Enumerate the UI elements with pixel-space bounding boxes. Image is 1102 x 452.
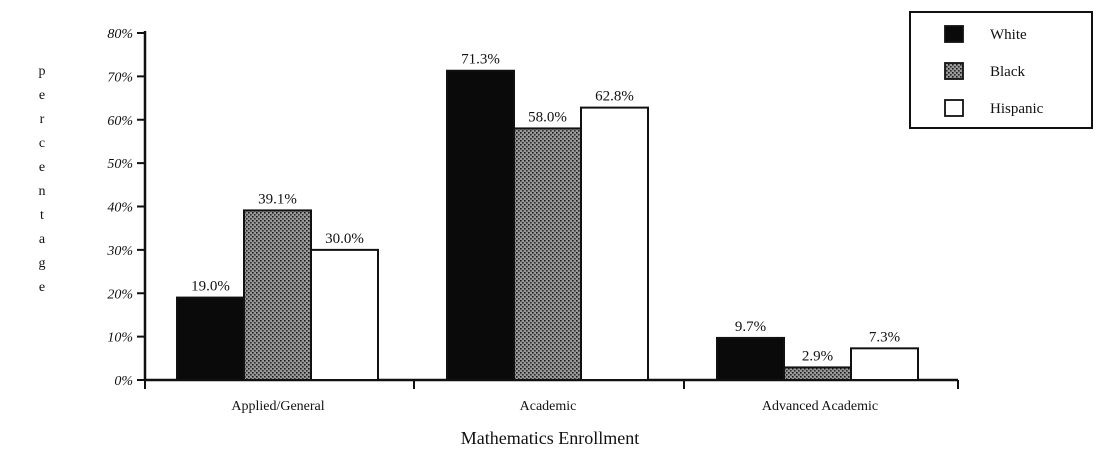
data-label: 39.1% <box>258 191 297 207</box>
legend-swatch <box>944 62 964 80</box>
y-tick-label: 30% <box>106 244 133 259</box>
data-label: 71.3% <box>461 52 500 68</box>
x-axis: Applied/General Academic Advanced Academic <box>144 378 959 414</box>
legend-label: Hispanic <box>990 101 1044 117</box>
data-label: 58.0% <box>528 109 567 125</box>
y-axis: 0% 10% 20% 30% 40% 50% 60% 70% 80% <box>106 27 147 389</box>
x-axis-label: Mathematics Enrollment <box>461 428 639 448</box>
legend-label: White <box>990 27 1027 43</box>
bars <box>176 69 919 382</box>
y-tick-label: 70% <box>107 70 133 85</box>
y-axis-label-letter: e <box>39 280 45 295</box>
x-tick-label: Applied/General <box>231 399 324 414</box>
legend-swatch <box>944 99 964 117</box>
y-axis-label-letter: e <box>39 88 45 103</box>
y-tick-label: 10% <box>107 331 133 346</box>
data-label: 62.8% <box>595 89 634 105</box>
y-tick-label: 0% <box>114 374 133 389</box>
y-tick-label: 20% <box>107 287 133 302</box>
bar-hispanic <box>310 248 379 381</box>
data-labels: 19.0% 71.3% 9.7% 39.1% 58.0% 2.9% 30.0% 62.8% 7.… <box>191 52 900 365</box>
y-tick-label: 80% <box>107 27 133 42</box>
x-tick-label: Academic <box>520 399 577 414</box>
bar-black <box>783 366 852 382</box>
y-axis-label-letter: n <box>39 184 46 199</box>
bar-black <box>243 209 312 381</box>
data-label: 7.3% <box>869 329 900 345</box>
x-tick-label: Advanced Academic <box>762 399 878 414</box>
legend-box <box>909 11 1093 129</box>
legend: White Black Hispanic <box>909 11 1093 129</box>
y-axis-label-letter: a <box>39 232 46 247</box>
y-tick-label: 60% <box>107 114 133 129</box>
y-axis-label-letter: g <box>39 256 46 271</box>
data-label: 2.9% <box>802 348 833 364</box>
bar-black <box>513 127 582 381</box>
bar-white <box>176 296 245 381</box>
bar-white <box>446 69 515 382</box>
y-axis-label-letter: p <box>39 64 46 79</box>
bar-white <box>716 336 785 381</box>
data-label: 19.0% <box>191 279 230 295</box>
bar-hispanic <box>580 106 649 381</box>
data-label: 30.0% <box>325 231 364 247</box>
data-label: 9.7% <box>735 319 766 335</box>
legend-label: Black <box>990 64 1025 80</box>
y-tick-label: 40% <box>107 201 133 216</box>
y-axis-label-letter: c <box>39 136 45 151</box>
bar-hispanic <box>850 347 919 381</box>
y-axis-label-letter: e <box>39 160 45 175</box>
y-axis-label-letter: r <box>40 112 45 127</box>
y-tick-label: 50% <box>107 157 133 172</box>
y-axis-label-letter: t <box>40 208 44 223</box>
legend-swatch <box>944 25 964 43</box>
